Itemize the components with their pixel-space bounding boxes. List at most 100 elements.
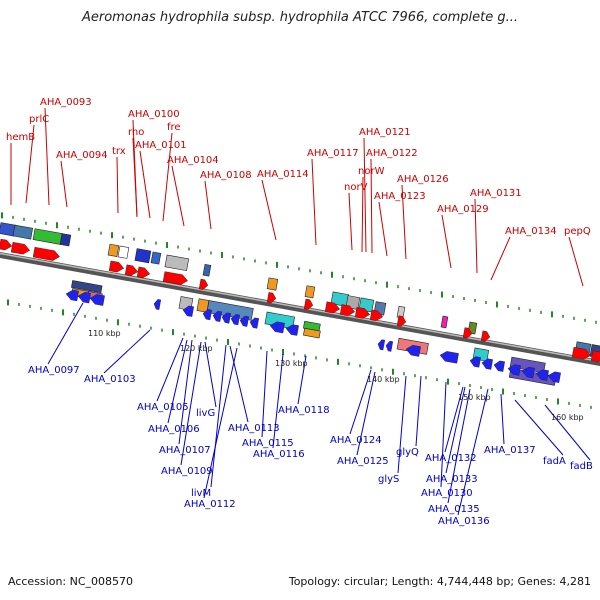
gene-label-reverse: AHA_0103 xyxy=(84,374,136,385)
gene-arrow xyxy=(153,299,162,310)
accession-text: Accession: NC_008570 xyxy=(8,575,134,588)
gene-label-forward: norW xyxy=(358,166,385,177)
gene-arrow xyxy=(507,364,521,376)
scale-label: 140 kbp xyxy=(367,375,400,384)
gene-label-reverse: AHA_0109 xyxy=(161,466,213,477)
gene-label-reverse: AHA_0107 xyxy=(159,445,211,456)
gene-label-reverse: AHA_0116 xyxy=(253,449,305,460)
label-leader-line xyxy=(167,339,188,424)
label-leader-line xyxy=(401,184,407,260)
gene-block xyxy=(134,248,152,264)
gene-arrow xyxy=(212,310,222,322)
label-leader-line xyxy=(60,160,68,208)
gene-block xyxy=(150,251,162,265)
label-leader-line xyxy=(397,375,407,474)
label-leader-line xyxy=(103,329,151,374)
gene-label-forward: hemB xyxy=(6,132,35,143)
gene-label-forward: AHA_0134 xyxy=(505,226,557,237)
gene-arrow xyxy=(266,292,277,304)
label-leader-line xyxy=(474,198,478,274)
gene-label-forward: AHA_0117 xyxy=(307,148,359,159)
gene-label-forward: AHA_0126 xyxy=(397,174,449,185)
gene-arrow xyxy=(377,339,386,351)
gene-arrow xyxy=(369,309,384,321)
gene-arrow xyxy=(249,317,259,329)
topology-text: Topology: circular; Length: 4,744,448 bp… xyxy=(288,575,591,588)
gene-label-forward: AHA_0104 xyxy=(167,155,219,166)
label-leader-line xyxy=(441,214,452,269)
gene-arrow xyxy=(77,291,91,304)
label-leader-line xyxy=(544,404,591,461)
gene-arrow xyxy=(285,324,299,336)
gene-block xyxy=(71,280,103,294)
gene-label-reverse: livG xyxy=(196,408,215,419)
gene-arrow xyxy=(182,305,194,317)
gene-block xyxy=(12,224,34,240)
gene-label-reverse: AHA_0097 xyxy=(28,365,80,376)
gene-label-forward: AHA_0094 xyxy=(56,150,108,161)
gene-arrow xyxy=(462,327,473,339)
gene-label-forward: AHA_0114 xyxy=(257,169,309,180)
gene-arrow xyxy=(124,264,139,276)
label-leader-line xyxy=(261,179,277,241)
label-leader-line xyxy=(348,192,353,251)
gene-arrow xyxy=(202,309,212,321)
gene-label-reverse: AHA_0113 xyxy=(228,423,280,434)
gene-label-forward: prlC xyxy=(29,114,49,125)
gene-label-forward: AHA_0101 xyxy=(135,140,187,151)
gene-arrow xyxy=(521,366,535,379)
gene-label-reverse: fadA xyxy=(543,456,566,467)
gene-arrow xyxy=(590,350,600,363)
label-leader-line xyxy=(445,386,466,474)
gene-arrow xyxy=(136,266,151,279)
gene-block xyxy=(32,228,63,245)
gene-arrow xyxy=(535,369,549,381)
label-leader-line xyxy=(116,156,119,214)
gene-arrow xyxy=(480,330,491,342)
label-leader-line xyxy=(490,236,511,281)
gene-label-reverse: fadB xyxy=(570,461,593,472)
label-leader-line xyxy=(370,158,373,254)
gene-label-forward: AHA_0129 xyxy=(437,204,489,215)
gene-arrow xyxy=(396,315,407,327)
gene-arrow xyxy=(324,301,341,314)
gene-arrow xyxy=(405,345,421,357)
label-leader-line xyxy=(500,393,505,445)
gene-block xyxy=(117,245,130,259)
label-leader-line xyxy=(156,337,184,402)
label-leader-line xyxy=(210,344,227,488)
gene-block xyxy=(59,233,72,247)
gene-arrow xyxy=(469,356,481,368)
gene-label-reverse: glyS xyxy=(378,474,399,485)
gene-arrow xyxy=(385,340,394,352)
genome-backbone xyxy=(0,251,600,367)
label-leader-line xyxy=(514,399,564,456)
gene-block xyxy=(303,327,321,339)
label-leader-line xyxy=(356,371,376,456)
label-leader-line xyxy=(139,150,151,219)
gene-label-reverse: livM xyxy=(191,488,211,499)
gene-arrow xyxy=(571,346,592,360)
genome-backbone-highlight xyxy=(0,252,600,363)
gene-label-reverse: AHA_0136 xyxy=(438,516,490,527)
label-leader-line xyxy=(47,302,84,365)
gene-label-reverse: AHA_0137 xyxy=(484,445,536,456)
gene-label-forward: norV xyxy=(344,182,368,193)
gene-label-reverse: AHA_0130 xyxy=(421,488,473,499)
gene-label-forward: AHA_0122 xyxy=(366,148,418,159)
gene-label-reverse: AHA_0105 xyxy=(137,402,189,413)
label-leader-line xyxy=(204,341,217,408)
gene-label-forward: AHA_0121 xyxy=(359,127,411,138)
label-leader-line xyxy=(444,386,464,453)
gene-label-forward: AHA_0108 xyxy=(200,170,252,181)
label-leader-line xyxy=(415,375,422,447)
gene-label-forward: AHA_0100 xyxy=(128,109,180,120)
scale-label: 130 kbp xyxy=(275,359,308,368)
gene-block xyxy=(304,285,316,299)
gene-arrow xyxy=(239,315,249,327)
scale-label: 150 kbp xyxy=(458,393,491,402)
scale-label: 160 kbp xyxy=(551,413,584,422)
gene-block xyxy=(266,277,279,291)
gene-label-reverse: AHA_0133 xyxy=(426,474,478,485)
